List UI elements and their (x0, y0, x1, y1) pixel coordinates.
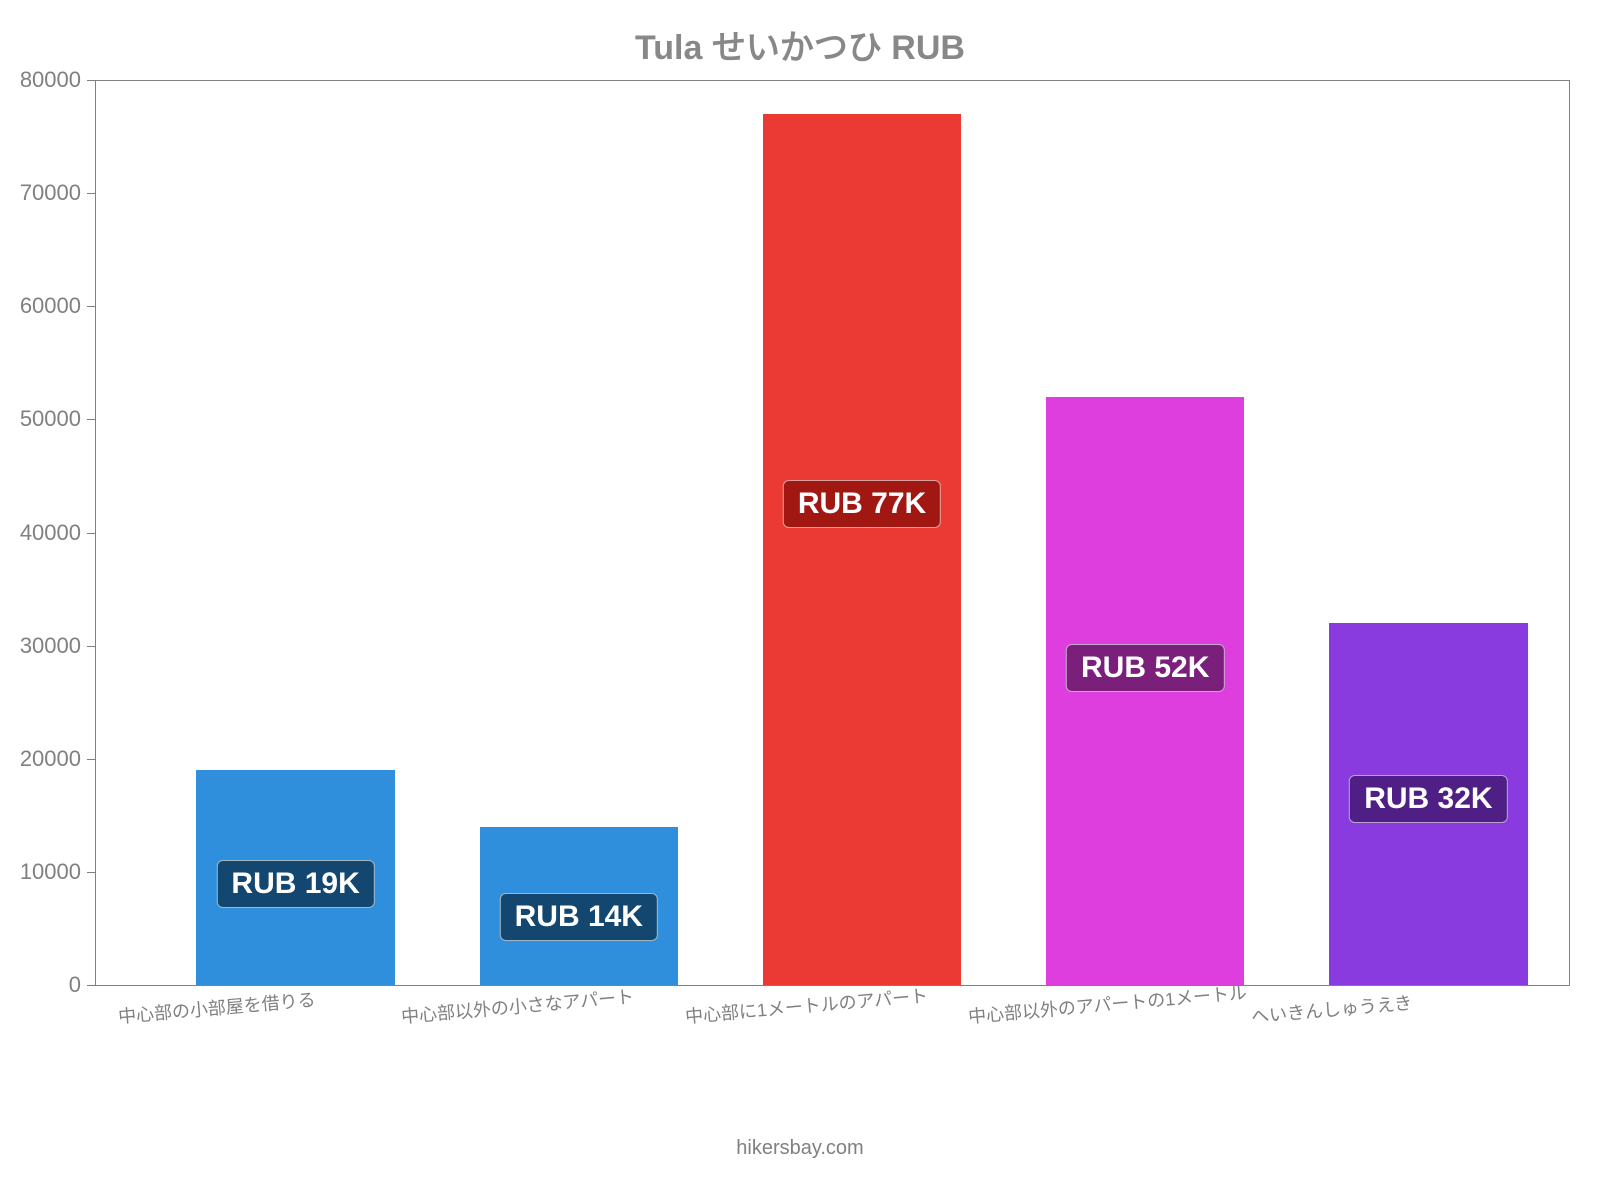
chart-title: Tula せいかつひ RUB (0, 20, 1600, 69)
x-tick-label: へいきんしゅうえき (1250, 989, 1413, 1029)
y-tick-mark (87, 646, 95, 647)
bar (763, 114, 961, 985)
x-axis-line (95, 985, 1570, 986)
y-tick-mark (87, 985, 95, 986)
y-tick-label: 70000 (20, 180, 81, 206)
bar-value-label: RUB 32K (1349, 775, 1507, 823)
y-tick-mark (87, 872, 95, 873)
y-tick-label: 80000 (20, 67, 81, 93)
bar-value-label: RUB 19K (216, 860, 374, 908)
y-tick-mark (87, 533, 95, 534)
y-tick-label: 10000 (20, 859, 81, 885)
y-tick-label: 60000 (20, 293, 81, 319)
bar-value-label: RUB 14K (500, 893, 658, 941)
y-tick-mark (87, 306, 95, 307)
x-tick-label: 中心部の小部屋を借りる (117, 986, 317, 1029)
y-tick-label: 20000 (20, 746, 81, 772)
bar-value-label: RUB 77K (783, 480, 941, 528)
x-tick-label: 中心部以外の小さなアパート (400, 983, 635, 1029)
plot-area (95, 80, 1570, 985)
y-tick-mark (87, 759, 95, 760)
bar-value-label: RUB 52K (1066, 644, 1224, 692)
chart-container: Tula せいかつひ RUB 0 10000 20000 30000 40000 5000… (0, 0, 1600, 1200)
source-footer: hikersbay.com (0, 1137, 1600, 1160)
y-tick-label: 0 (69, 972, 81, 998)
y-tick-mark (87, 193, 95, 194)
y-tick-label: 40000 (20, 520, 81, 546)
y-tick-mark (87, 419, 95, 420)
x-tick-label: 中心部以外のアパートの1メートル (967, 979, 1248, 1029)
x-tick-label: 中心部に1メートルのアパート (684, 982, 929, 1029)
y-tick-label: 30000 (20, 633, 81, 659)
y-axis-line (95, 80, 96, 985)
y-tick-mark (87, 80, 95, 81)
y-tick-label: 50000 (20, 406, 81, 432)
